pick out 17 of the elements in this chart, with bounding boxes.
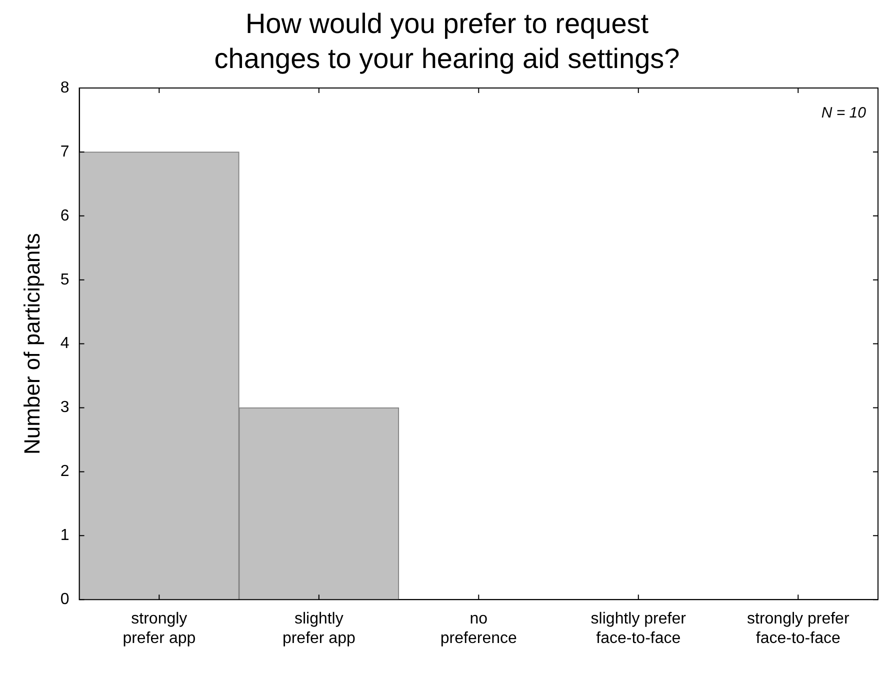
x-tick-label: slightly prefer app [282,610,356,647]
y-tick-label: 8 [60,79,70,96]
y-tick-label: 5 [60,271,70,288]
chart-title: How would you prefer to request changes to your hearing aid settings? [214,8,680,74]
y-tick-label: 0 [60,591,70,608]
x-tick-label: no preference [440,610,517,647]
x-tick-label: strongly prefer face-to-face [746,610,850,647]
annotation: N = 10 [821,104,867,122]
y-tick-label: 2 [60,463,70,480]
y-tick-label: 3 [60,399,70,416]
y-tick-label: 4 [60,335,70,352]
y-tick-label: 6 [60,207,70,224]
y-tick-label: 1 [60,527,70,544]
x-tick-label: strongly prefer app [122,610,196,647]
y-axis-title: Number of participants [19,233,44,454]
y-tick-label: 7 [60,143,70,160]
x-tick-label: slightly prefer face-to-face [590,610,687,647]
